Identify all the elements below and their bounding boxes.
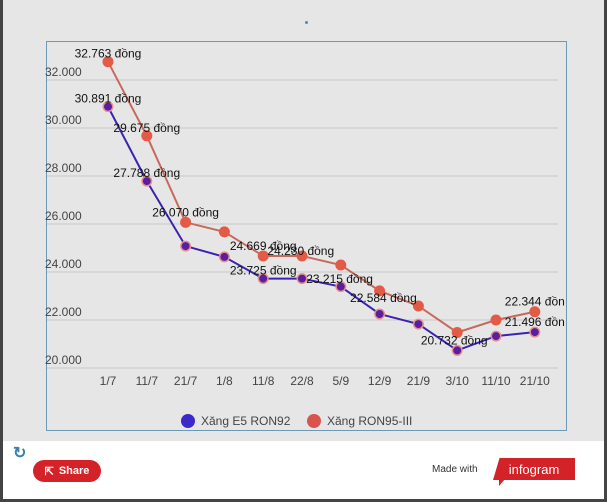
data-label: 22.344 đồn [505, 295, 565, 309]
legend-label: Xăng E5 RON92 [201, 414, 291, 428]
legend-marker-icon [181, 414, 195, 428]
data-point [298, 274, 306, 283]
line-chart: 20.000 22.000 24.000 26.000 28.000 30.000 32.0… [45, 47, 565, 428]
data-point [180, 216, 192, 228]
y-tick-label: 28.000 [45, 161, 82, 175]
legend-label: Xăng RON95-III [327, 414, 412, 428]
data-label: 24.230 đồng [267, 244, 334, 258]
share-label: Share [58, 465, 90, 477]
y-tick-label: 20.000 [45, 353, 82, 367]
x-tick-label: 1/7 [100, 374, 117, 388]
data-point [257, 250, 269, 262]
x-tick-label: 21/10 [520, 374, 550, 388]
data-label: 22.584 đồng [350, 291, 417, 305]
data-point [336, 282, 345, 291]
data-label: 23.725 đồng [230, 264, 297, 278]
data-point [102, 56, 114, 68]
data-point [296, 250, 308, 262]
data-label: 23.215 đồng [306, 272, 373, 286]
data-point [374, 285, 386, 297]
data-point [453, 346, 462, 355]
footer: ↻ ⇱ Share Made with infogram [3, 441, 604, 499]
data-point [259, 274, 268, 283]
data-point [490, 314, 502, 326]
x-tick-label: 21/7 [174, 374, 198, 388]
data-point [492, 332, 500, 341]
y-tick-label: 24.000 [45, 257, 82, 271]
logo-tail [499, 479, 505, 486]
data-label: 30.891 đồng [75, 92, 142, 106]
x-tick-label: 5/9 [332, 374, 349, 388]
series-line [107, 61, 536, 334]
data-label: 24.669 đồng [230, 239, 297, 253]
data-point [220, 252, 229, 261]
data-point [141, 130, 153, 142]
data-point [104, 102, 112, 111]
data-point [529, 306, 541, 318]
x-tick-label: 11/10 [481, 374, 510, 388]
infogram-logo-link[interactable]: infogram [493, 458, 575, 480]
chart-area [46, 41, 567, 431]
x-tick-label: 11/7 [136, 374, 159, 388]
series-line [107, 106, 535, 352]
data-label: 20.732 đồng [421, 333, 488, 347]
data-label: 26.070 đồng [152, 205, 219, 219]
x-tick-label: 21/9 [407, 374, 431, 388]
data-point [218, 226, 230, 238]
data-label: 21.496 đồn [505, 315, 565, 329]
data-point [181, 242, 190, 251]
x-tick-label: 12/9 [368, 374, 392, 388]
legend-marker-icon [307, 414, 321, 428]
reload-icon[interactable]: ↻ [13, 445, 27, 462]
chart-frame: 20.000 22.000 24.000 26.000 28.000 30.000 32.0… [3, 0, 604, 499]
y-tick-label: 22.000 [45, 305, 82, 319]
data-label: 27.788 đồng [113, 166, 180, 180]
data-point [142, 177, 151, 186]
data-point [414, 320, 423, 329]
y-tick-label: 26.000 [45, 209, 82, 223]
made-with-text: Made with [432, 464, 478, 475]
data-point [335, 259, 347, 271]
x-tick-label: 3/10 [446, 374, 470, 388]
x-tick-label: 11/8 [252, 374, 275, 388]
data-point [530, 328, 539, 337]
loading-dot [305, 21, 308, 24]
y-tick-label: 30.000 [45, 113, 82, 127]
share-icon: ⇱ [44, 465, 54, 478]
share-button[interactable]: ⇱ Share [33, 460, 101, 482]
x-tick-label: 22/8 [290, 374, 314, 388]
y-tick-label: 32.000 [45, 65, 82, 79]
x-tick-label: 1/8 [216, 374, 233, 388]
data-point [451, 326, 463, 338]
data-point [412, 300, 424, 312]
data-label: 29.675 đồng [113, 121, 180, 135]
data-point [375, 310, 384, 318]
data-label: 32.763 đồng [75, 47, 142, 61]
